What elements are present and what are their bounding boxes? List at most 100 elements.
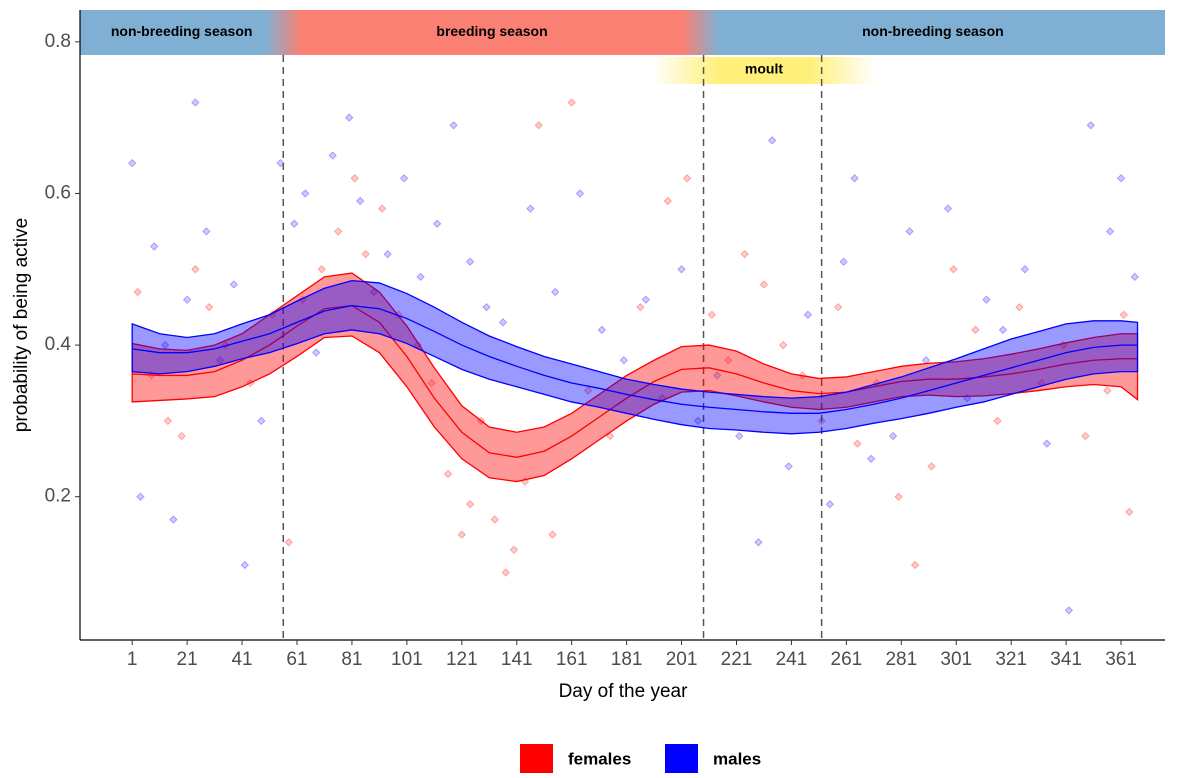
point — [240, 560, 250, 570]
x-tick-label: 121 — [446, 649, 478, 670]
point — [597, 325, 607, 335]
point — [850, 174, 859, 183]
point — [501, 568, 511, 577]
legend-label: males — [713, 749, 761, 768]
legend-label: females — [568, 749, 631, 768]
season-band — [283, 10, 701, 55]
point — [784, 462, 793, 471]
point — [204, 302, 214, 312]
legend-swatch — [665, 744, 698, 774]
point — [778, 340, 788, 350]
point — [276, 158, 285, 168]
y-tick-label: 0.8 — [45, 31, 71, 52]
point — [905, 227, 914, 236]
point — [833, 302, 843, 312]
point — [355, 196, 365, 206]
point — [457, 530, 467, 539]
point — [526, 204, 535, 213]
point — [509, 545, 519, 555]
point — [1037, 378, 1046, 388]
point — [949, 265, 958, 274]
point — [361, 249, 370, 259]
point — [443, 469, 453, 479]
point — [894, 492, 903, 501]
point — [328, 151, 337, 160]
point — [971, 325, 980, 335]
season-band — [80, 10, 284, 55]
point — [550, 287, 560, 297]
point — [1105, 227, 1115, 236]
x-tick-label: 61 — [286, 649, 307, 670]
point — [866, 454, 876, 464]
x-tick-label: 261 — [831, 649, 863, 670]
point — [583, 386, 593, 395]
point — [1020, 265, 1030, 274]
point — [1130, 272, 1140, 282]
point — [927, 462, 936, 471]
point — [377, 204, 387, 213]
point — [191, 265, 200, 274]
y-tick-label: 0.2 — [45, 486, 71, 507]
point — [1086, 120, 1096, 130]
x-axis-title: Day of the year — [559, 681, 689, 702]
point — [663, 196, 673, 206]
point — [713, 371, 722, 380]
point — [1064, 606, 1074, 615]
point — [993, 416, 1002, 426]
point — [605, 431, 615, 441]
point — [853, 439, 862, 448]
x-tick-label: 281 — [885, 649, 917, 670]
x-tick-label: 81 — [341, 649, 362, 670]
point — [169, 515, 178, 524]
point — [910, 560, 920, 570]
point — [383, 249, 392, 259]
point — [677, 265, 686, 274]
point — [136, 492, 145, 501]
point — [682, 174, 692, 183]
point — [490, 515, 500, 524]
x-tick-label: 1 — [127, 649, 138, 670]
point — [432, 219, 442, 229]
point — [344, 113, 354, 122]
point — [127, 158, 137, 168]
x-tick-label: 201 — [666, 649, 698, 670]
point — [1042, 439, 1052, 448]
point — [498, 318, 508, 327]
x-tick-label: 301 — [940, 649, 972, 670]
y-tick-label: 0.4 — [45, 334, 72, 355]
point — [888, 431, 898, 441]
point — [1119, 310, 1129, 320]
point — [707, 310, 717, 320]
season-transition — [682, 10, 719, 55]
season-transition — [265, 10, 302, 55]
x-tick-label: 101 — [391, 649, 423, 670]
confidence-band — [131, 279, 1139, 435]
point — [333, 227, 343, 236]
point — [133, 287, 142, 297]
point — [767, 136, 777, 145]
point — [202, 227, 211, 236]
point — [1116, 174, 1126, 183]
point — [1103, 386, 1112, 395]
point — [290, 219, 299, 229]
point — [215, 356, 225, 365]
point — [754, 537, 763, 547]
point — [619, 356, 629, 365]
point — [257, 416, 266, 426]
x-tick-label: 161 — [556, 649, 588, 670]
point — [369, 287, 379, 297]
point — [567, 98, 576, 107]
point — [449, 120, 458, 130]
point — [921, 356, 931, 365]
point — [839, 257, 848, 266]
point — [177, 431, 186, 441]
point — [317, 265, 326, 274]
point — [163, 416, 173, 426]
point — [982, 295, 991, 304]
point — [734, 431, 744, 441]
point — [1125, 507, 1134, 517]
point — [534, 120, 543, 130]
y-axis-title: probability of being active — [11, 218, 32, 432]
point — [191, 98, 200, 107]
